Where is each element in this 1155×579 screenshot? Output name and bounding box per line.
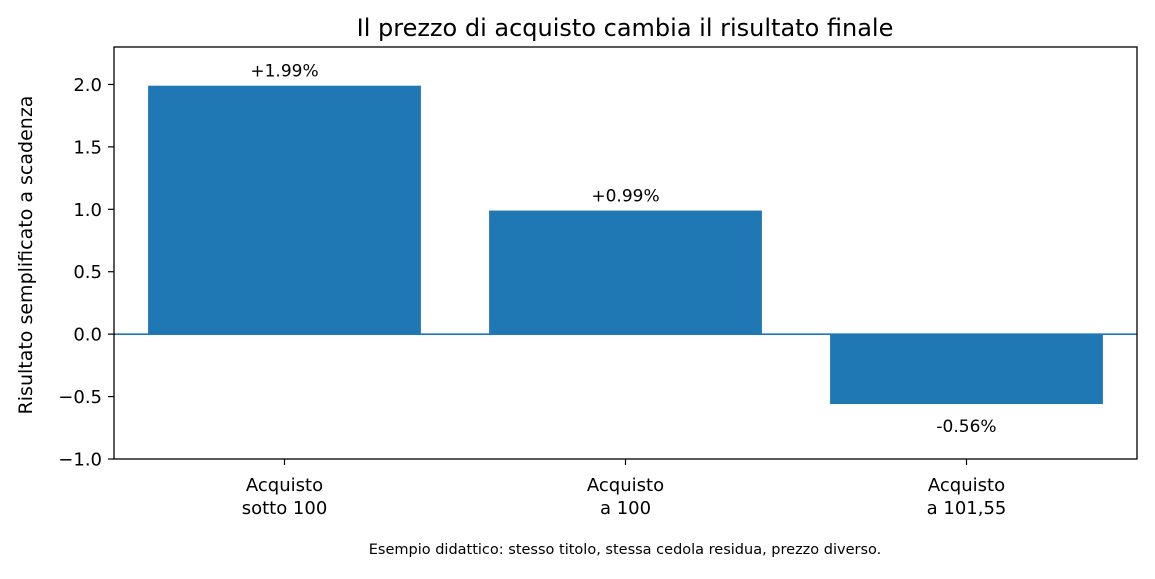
y-axis-label: Risultato semplificato a scadenza	[15, 96, 37, 415]
data-label-1: +1.99%	[250, 62, 318, 82]
x-tick-label-3-line-1: Acquisto	[928, 475, 1005, 496]
y-ticks-layer: −1.0 −0.5 0.0 0.5 1.0 1.5 2.0	[58, 75, 114, 471]
x-tick-label-1-line-1: Acquisto	[246, 475, 323, 496]
data-label-2: +0.99%	[591, 187, 659, 207]
y-tick-label-6: 1.5	[73, 137, 102, 158]
y-tick-label-5: 1.0	[73, 200, 102, 221]
y-tick-label-2: −0.5	[58, 387, 102, 408]
bar-3	[830, 334, 1103, 405]
x-tick-label-3-line-2: a 101,55	[927, 498, 1007, 519]
chart-title: Il prezzo di acquisto cambia il risultat…	[357, 14, 894, 42]
data-labels-layer: +1.99% +0.99% -0.56%	[250, 62, 996, 437]
chart-caption: Esempio didattico: stesso titolo, stessa…	[369, 542, 882, 558]
y-tick-label-4: 0.5	[73, 262, 102, 283]
bar-1	[148, 85, 421, 335]
x-tick-label-1-line-2: sotto 100	[242, 498, 328, 519]
y-tick-label-3: 0.0	[73, 325, 102, 346]
y-tick-label-1: −1.0	[58, 450, 102, 471]
y-tick-label-7: 2.0	[73, 75, 102, 96]
bar-2	[489, 210, 762, 335]
x-tick-label-2-line-2: a 100	[600, 498, 651, 519]
data-label-3: -0.56%	[936, 417, 996, 437]
bars-layer	[148, 85, 1103, 405]
x-tick-label-2-line-1: Acquisto	[587, 475, 664, 496]
